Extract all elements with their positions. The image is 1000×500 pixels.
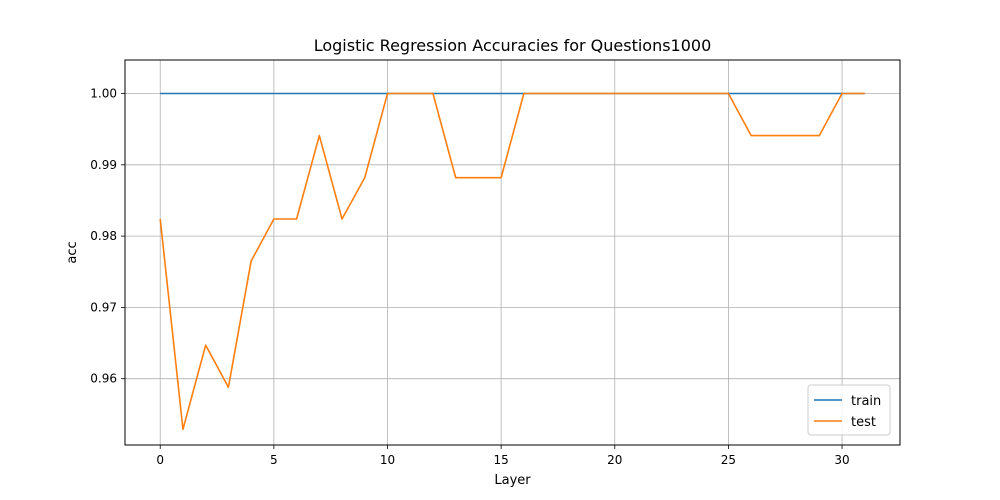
y-axis-ticks: 0.96 0.97 0.98 0.99 1.00 bbox=[90, 87, 125, 386]
x-tick-label: 10 bbox=[380, 453, 395, 467]
legend: train test bbox=[807, 384, 891, 436]
x-tick-label: 0 bbox=[156, 453, 164, 467]
plot-frame bbox=[124, 59, 901, 446]
legend-box bbox=[807, 384, 891, 436]
series-lines bbox=[159, 92, 865, 431]
x-tick-label: 30 bbox=[834, 453, 849, 467]
y-tick-label: 0.98 bbox=[90, 229, 117, 243]
x-axis-label: Layer bbox=[494, 473, 531, 488]
chart-title: Logistic Regression Accuracies for Quest… bbox=[314, 36, 712, 55]
y-tick-label: 1.00 bbox=[90, 87, 117, 101]
legend-label-train: train bbox=[851, 394, 881, 409]
y-tick-label: 0.97 bbox=[90, 300, 117, 314]
x-axis-ticks: 0 5 10 15 20 25 30 bbox=[156, 445, 850, 467]
y-axis-label: acc bbox=[65, 241, 80, 263]
y-tick-label: 0.96 bbox=[90, 372, 117, 386]
legend-label-test: test bbox=[851, 415, 876, 430]
grid-lines bbox=[125, 60, 900, 445]
x-tick-label: 15 bbox=[493, 453, 508, 467]
series-line-test bbox=[159, 92, 865, 431]
x-tick-label: 25 bbox=[721, 453, 736, 467]
y-tick-label: 0.99 bbox=[90, 158, 117, 172]
x-tick-label: 5 bbox=[270, 453, 278, 467]
x-tick-label: 20 bbox=[607, 453, 622, 467]
